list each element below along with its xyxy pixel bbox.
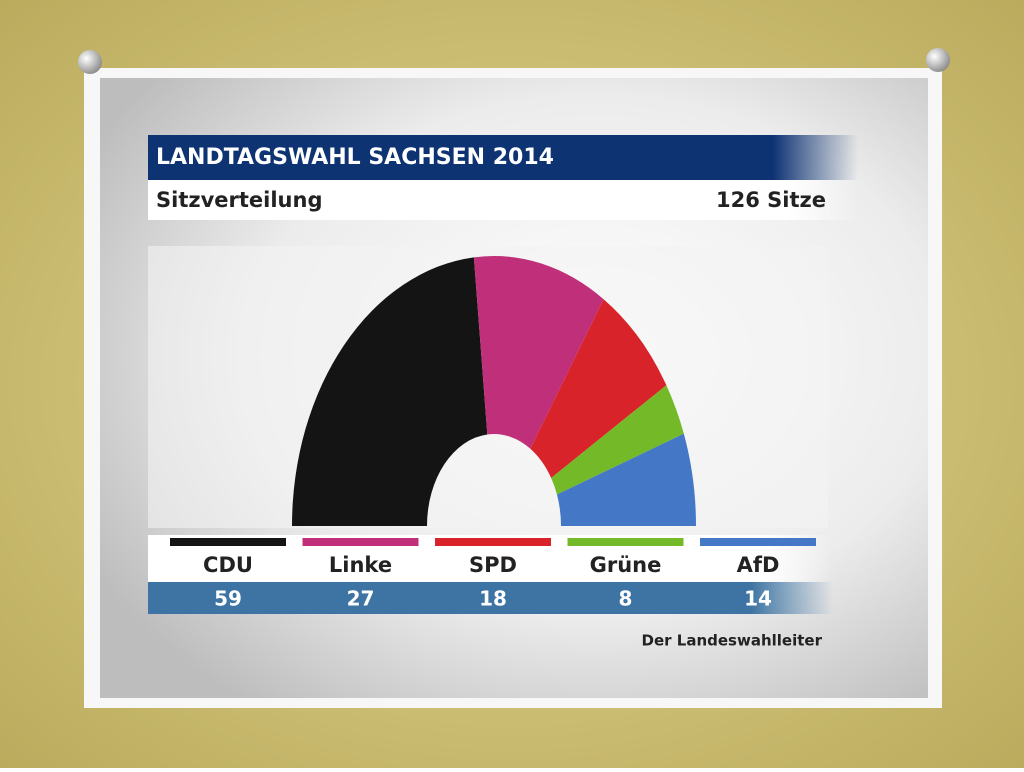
legend-swatch [700,538,816,546]
total-seats: 126 Sitze [716,188,826,212]
value-label: 27 [347,587,375,611]
header-bar [148,135,858,180]
pin [926,48,950,72]
legend-label: CDU [203,553,253,577]
value-label: 14 [744,587,772,611]
chart-subtitle: Sitzverteilung [156,188,322,212]
legend-label: AfD [737,553,780,577]
seat-slice [292,257,488,526]
seat-slice [551,385,684,495]
source: Der Landeswahlleiter [642,632,823,650]
seat-slice [530,299,667,479]
legend-label: Linke [329,553,392,577]
legend-swatch [435,538,551,546]
legend-swatch [567,538,684,546]
pin [78,50,102,74]
value-label: 18 [479,587,507,611]
legend-swatch [302,538,419,546]
value-band [148,582,833,614]
legend-swatch [170,538,286,546]
seat-slice [556,433,696,526]
chart-title: LANDTAGSWAHL SACHSEN 2014 [156,145,554,170]
value-label: 59 [214,587,242,611]
legend-label: Grüne [590,553,662,577]
value-label: 8 [619,587,633,611]
legend-label: SPD [469,553,517,577]
seat-slice [473,256,604,449]
subtitle-bar [148,180,858,220]
